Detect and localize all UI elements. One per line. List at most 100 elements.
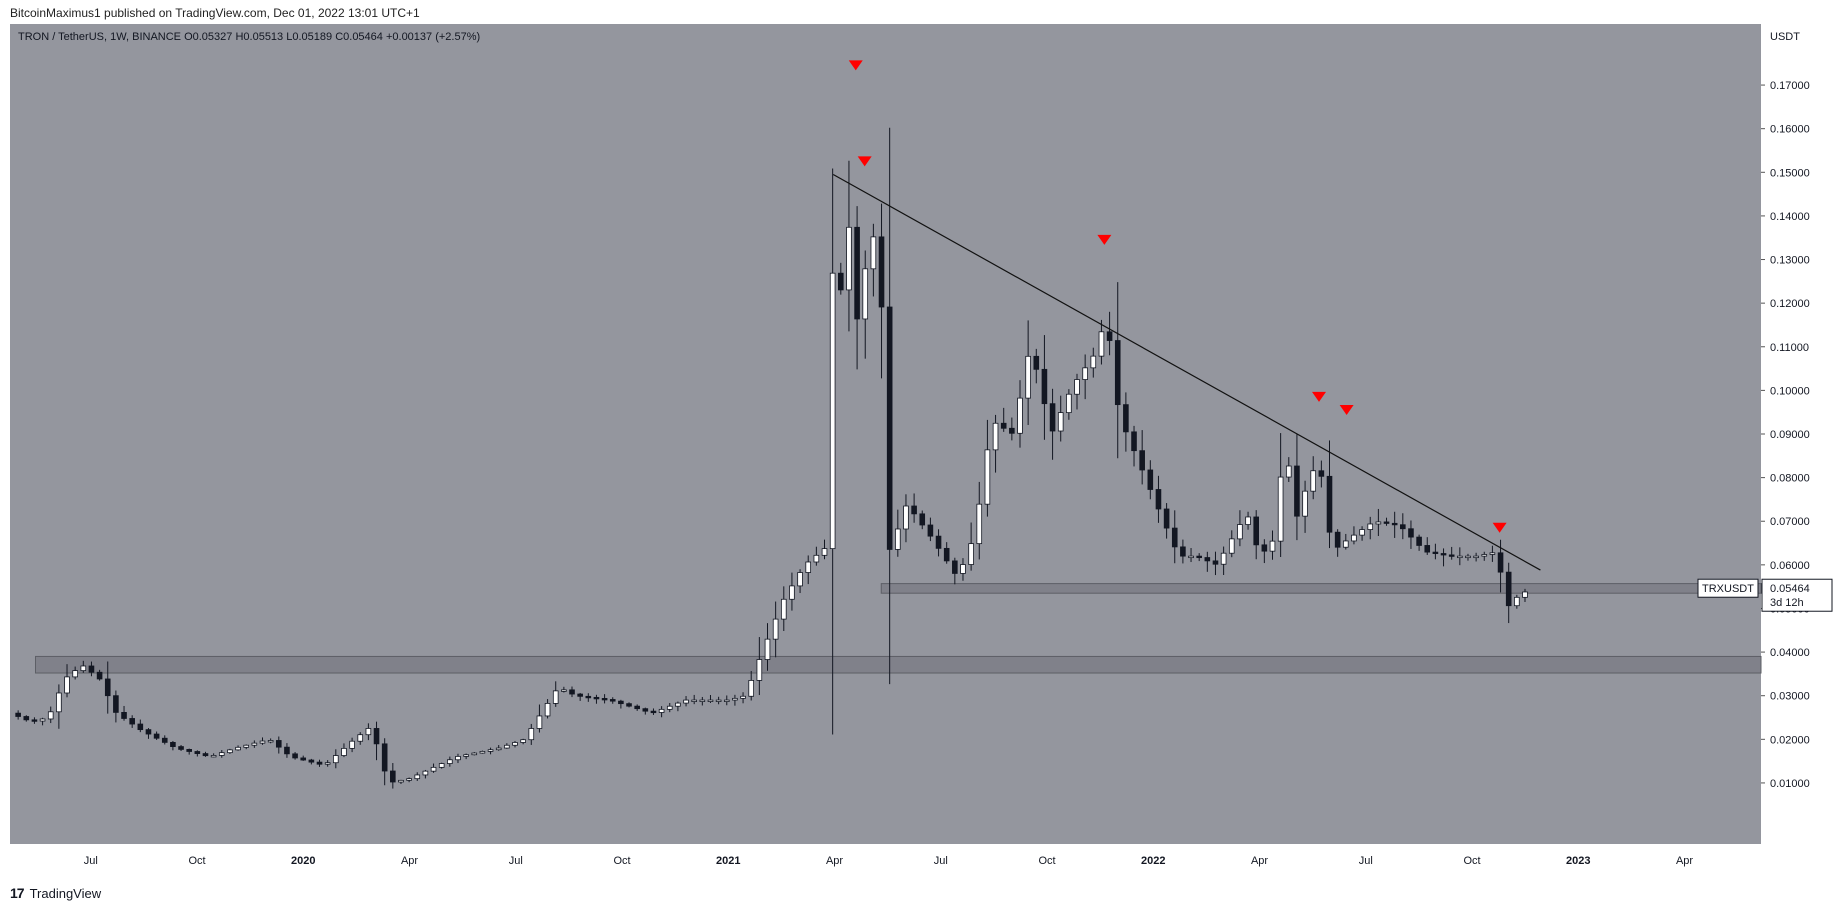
candle-body: [80, 665, 87, 672]
time-tick-label: Oct: [1038, 855, 1055, 867]
candle-body: [72, 670, 78, 678]
candle-body: [772, 618, 779, 640]
down-marker-icon: [857, 156, 872, 167]
tradingview-brand[interactable]: TradingView: [29, 885, 102, 901]
candle-body: [414, 774, 421, 780]
candle-body: [202, 753, 209, 757]
candle-body: [536, 715, 543, 729]
time-tick-label: 2020: [291, 855, 315, 867]
candle-body: [569, 689, 575, 695]
candle-body: [593, 696, 600, 700]
price-tag-countdown: 3d 12h: [1770, 597, 1804, 609]
price-tick-label: 0.14000: [1770, 211, 1810, 223]
candle-body: [243, 744, 250, 748]
ohlc-part: O: [184, 31, 193, 43]
candle-body: [821, 548, 828, 556]
candle-body: [1465, 555, 1471, 559]
candle-body: [1424, 545, 1431, 553]
time-tick-label: Jul: [934, 855, 948, 867]
price-tick-label: 0.08000: [1770, 473, 1810, 485]
support-zone: [880, 583, 1762, 594]
candle-body: [479, 750, 486, 754]
candle-body: [422, 770, 429, 776]
candle-body: [1196, 555, 1202, 559]
candle-body: [1448, 554, 1455, 557]
candle-body: [1237, 524, 1243, 540]
candle-body: [732, 697, 738, 701]
candle-body: [267, 740, 274, 743]
candle-body: [854, 226, 860, 320]
published-by-text: BitcoinMaximus1 published on TradingView…: [10, 6, 420, 20]
candle-body: [634, 705, 640, 710]
time-tick-label: Apr: [401, 855, 418, 867]
candle-body: [1082, 367, 1088, 380]
candle-body: [1057, 412, 1064, 432]
candle-body: [756, 659, 763, 681]
candle-body: [292, 753, 298, 759]
candle-body: [1220, 552, 1227, 565]
candle-body: [1457, 555, 1463, 559]
down-marker-icon: [1492, 522, 1507, 533]
candle-body: [561, 689, 567, 692]
candle-body: [1489, 552, 1496, 555]
ohlc-part: +0.00137 (+2.57%): [386, 31, 480, 43]
candle-body: [1505, 571, 1512, 607]
candle-body: [707, 699, 714, 702]
candle-body: [235, 746, 241, 751]
price-tick-label: 0.04000: [1770, 647, 1810, 659]
candle-body: [1432, 551, 1439, 555]
candle-body: [512, 742, 518, 746]
candle-body: [740, 695, 746, 699]
candle-body: [463, 754, 469, 757]
candle-body: [666, 705, 673, 710]
candle-body: [780, 598, 787, 620]
candle-body: [1245, 516, 1251, 525]
price-axis-unit: USDT: [1770, 31, 1800, 43]
down-marker-icon: [848, 60, 863, 71]
candle-body: [390, 770, 396, 783]
candle-body: [194, 751, 201, 754]
candle-body: [1171, 527, 1178, 548]
candle-body: [1180, 546, 1186, 557]
price-tick-label: 0.13000: [1770, 255, 1810, 267]
candle-body: [178, 746, 184, 750]
tradingview-logo-icon[interactable]: 17: [10, 885, 25, 901]
candle-body: [805, 561, 812, 573]
footer: 17 TradingView: [10, 885, 101, 901]
candle-body: [618, 700, 624, 705]
candle-body: [15, 712, 21, 717]
time-tick-label: Jul: [1359, 855, 1373, 867]
candle-body: [1375, 521, 1382, 525]
candle-body: [1090, 355, 1097, 369]
candle-body: [748, 680, 755, 697]
descending-trendline[interactable]: [832, 173, 1541, 571]
candle-body: [585, 695, 592, 699]
candle-body: [284, 746, 290, 755]
candle-body: [406, 778, 412, 781]
time-tick-label: 2022: [1141, 855, 1165, 867]
candle-body: [1000, 422, 1007, 429]
candle-body: [430, 766, 437, 772]
ohlc-part: 0.05327: [193, 31, 236, 43]
price-tag-value-box: [1761, 578, 1833, 612]
down-marker-icon: [1339, 405, 1354, 416]
candle-body: [357, 734, 364, 742]
price-chart[interactable]: USDT0.010000.020000.030000.040000.050000…: [0, 24, 1834, 874]
candle-body: [552, 690, 559, 704]
candle-body: [1416, 536, 1422, 546]
candle-body: [1383, 521, 1390, 524]
ohlc-part: 0.05189: [292, 31, 335, 43]
candle-body: [715, 699, 722, 702]
candle-body: [1253, 516, 1260, 546]
candle-body: [39, 718, 46, 722]
candle-body: [471, 752, 478, 756]
candle-body: [927, 524, 934, 537]
ohlc-part: C: [335, 31, 343, 43]
candle-body: [919, 513, 926, 526]
candlestick-series: [15, 127, 1528, 789]
candle-body: [935, 535, 942, 549]
candle-body: [447, 759, 453, 764]
candle-body: [528, 728, 535, 741]
last-price-tag[interactable]: TRXUSDT 0.05464 3d 12h: [1697, 578, 1833, 612]
candle-body: [1351, 534, 1357, 542]
